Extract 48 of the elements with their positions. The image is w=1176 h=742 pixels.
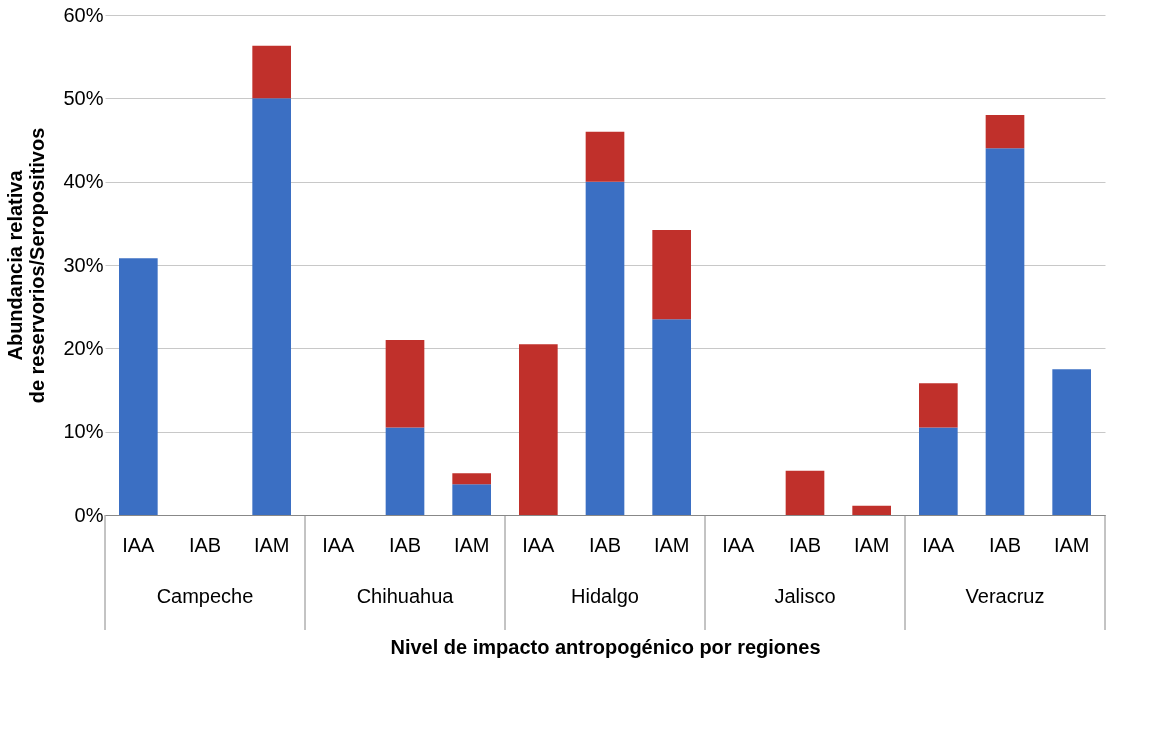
bar [519,344,558,515]
x-tick-label: IAB [988,533,1022,556]
x-tick-label: IAM [853,533,890,556]
bar [452,484,491,515]
bar [985,115,1025,149]
y-tick-label: 30% [63,253,104,276]
bar [452,473,491,485]
y-tick-label: 20% [63,336,104,359]
text: Veracruz [965,585,1045,607]
x-tick-label: IAB [388,533,422,556]
x-tick-label: IAA [722,533,756,556]
bar [585,131,625,182]
y-tick-label: 50% [63,86,104,109]
text: Campeche [156,585,254,607]
bar [119,258,158,515]
bar [785,470,825,515]
x-tick-label: IAB [188,533,222,556]
bar [385,427,425,515]
x-tick-label: IAA [322,533,356,556]
text: Hidalgo [571,585,639,607]
bar [919,427,958,515]
y-axis-title: Abundancia relativa de reservorios/Seropositivos [4,127,49,404]
text: Jalisco [774,585,836,607]
y-tick-label: 40% [63,170,104,193]
bar [585,181,625,515]
x-tick-label: IAA [522,533,556,556]
y-tick-label: 0% [74,503,104,526]
x-tick-label: IAM [453,533,490,556]
x-tick-label: IAM [253,533,290,556]
bar [1052,369,1091,515]
bar [919,383,958,428]
y-tick-label: 10% [63,420,104,443]
bar [252,98,291,515]
y-tick-label: 60% [63,3,104,26]
x-tick-label: IAA [122,533,156,556]
bar [985,148,1025,515]
bar [252,45,291,99]
bar [652,319,691,515]
text: Chihuahua [356,585,455,607]
x-tick-label: IAA [922,533,956,556]
bar [652,230,691,320]
bar [385,340,425,428]
bar [852,505,891,515]
x-axis-title: Nivel de impacto antropogénico por regiones [390,635,821,658]
x-tick-label: IAM [653,533,690,556]
x-tick-label: IAB [788,533,822,556]
x-tick-label: IAM [1053,533,1090,556]
x-tick-label: IAB [588,533,622,556]
